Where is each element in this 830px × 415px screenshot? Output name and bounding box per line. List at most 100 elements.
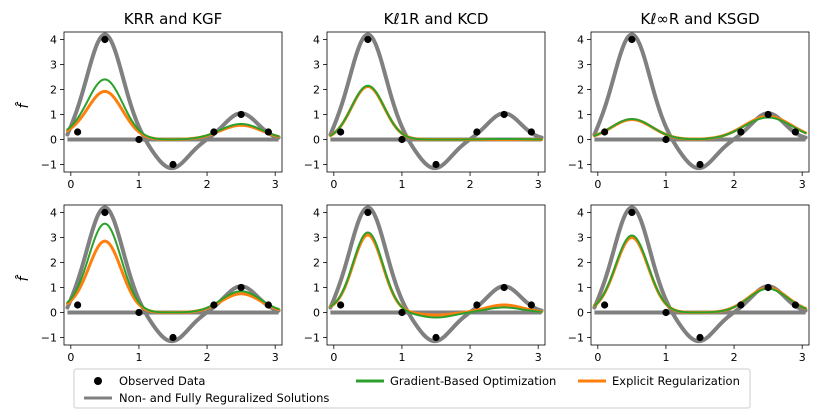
gradient-optimization-curve: [329, 84, 543, 141]
non-regularized-curve: [65, 32, 281, 171]
y-tick-label: 4: [50, 207, 57, 220]
panel-6: 0 1 2 3 −1 0 1 2 3 4: [568, 204, 810, 364]
title-panel-2: Kℓ1R and KCD: [384, 10, 489, 28]
y-tick-label: 0: [313, 134, 320, 147]
x-tick-label: 1: [398, 178, 405, 191]
observed-point: [210, 301, 218, 309]
observed-point: [74, 128, 82, 136]
legend-observed-marker: [94, 377, 102, 385]
panel-4: 0 1 2 3 −1 0 1 2 3 4: [41, 204, 283, 364]
y-tick-label: 0: [577, 307, 584, 320]
gradient-optimization-curve: [593, 234, 807, 314]
axes-frame: [590, 204, 810, 346]
x-tick-label: 2: [204, 178, 211, 191]
y-tick-label: 1: [577, 109, 584, 122]
observed-point: [764, 110, 772, 119]
x-tick-label: 3: [799, 351, 806, 364]
legend-explicit-label: Explicit Regularization: [612, 374, 740, 388]
observed-point: [696, 160, 704, 169]
gradient-optimization-curve: [329, 231, 543, 319]
x-tick-label: 1: [662, 178, 669, 191]
observed-point: [662, 135, 670, 144]
axes-frame: [326, 31, 546, 173]
y-tick-label: −1: [304, 332, 320, 345]
y-tick-label: 3: [313, 232, 320, 245]
observed-point: [628, 208, 636, 217]
legend-observed-label: Observed Data: [119, 374, 205, 388]
observed-point: [135, 135, 143, 144]
x-tick-label: 1: [662, 351, 669, 364]
legend-frame: [73, 368, 751, 409]
x-tick-label: 2: [467, 178, 474, 191]
y-tick-label: 1: [50, 282, 57, 295]
panel-2: 0 1 2 3 −1 0 1 2 3 4: [304, 31, 546, 191]
x-tick-label: 1: [135, 178, 142, 191]
y-tick-label: −1: [568, 159, 584, 172]
y-tick-label: 1: [50, 109, 57, 122]
y-tick-label: −1: [568, 332, 584, 345]
observed-point: [527, 301, 535, 309]
axes-frame: [63, 204, 283, 346]
y-tick-label: 4: [577, 34, 584, 47]
y-tick-label: 4: [313, 34, 320, 47]
observed-point: [500, 283, 508, 292]
x-tick-label: 1: [135, 351, 142, 364]
x-tick-label: 3: [799, 178, 806, 191]
observed-point: [628, 35, 636, 44]
x-tick-label: 0: [67, 178, 74, 191]
y-axis-label-row-1: f̂: [15, 101, 32, 108]
x-tick-label: 1: [398, 351, 405, 364]
y-tick-label: 1: [313, 109, 320, 122]
legend: Observed Data Non- and Fully Reguralized…: [73, 368, 751, 409]
y-tick-label: 2: [577, 84, 584, 97]
observed-point: [264, 128, 272, 136]
panel-1: 0 1 2 3 −1 0 1 2 3 4: [41, 31, 283, 191]
y-tick-label: −1: [41, 332, 57, 345]
observed-point: [398, 135, 406, 144]
axes-frame: [326, 204, 546, 346]
observed-point: [337, 128, 345, 136]
observed-point: [337, 301, 345, 309]
observed-point: [264, 301, 272, 309]
y-tick-label: 3: [577, 59, 584, 72]
x-tick-label: 0: [67, 351, 74, 364]
explicit-regularization-curve: [592, 235, 808, 314]
gradient-optimization-curve: [66, 78, 280, 141]
panel-3: 0 1 2 3 −1 0 1 2 3 4: [568, 31, 810, 191]
observed-point: [527, 128, 535, 136]
non-regularized-curve: [592, 205, 808, 344]
explicit-regularization-curve: [65, 239, 281, 314]
observed-point: [696, 333, 704, 342]
y-tick-label: 0: [50, 134, 57, 147]
y-tick-label: 3: [50, 59, 57, 72]
observed-point: [237, 283, 245, 292]
y-tick-label: 0: [313, 307, 320, 320]
x-tick-label: 2: [204, 351, 211, 364]
x-tick-label: 3: [535, 178, 542, 191]
axes-frame: [590, 31, 810, 173]
observed-point: [473, 128, 481, 136]
x-tick-label: 2: [731, 351, 738, 364]
observed-point: [791, 301, 799, 309]
y-tick-label: 1: [313, 282, 320, 295]
observed-point: [169, 333, 177, 342]
non-regularized-curve: [592, 32, 808, 171]
y-tick-label: 2: [50, 84, 57, 97]
y-tick-label: −1: [41, 159, 57, 172]
axes-frame: [63, 31, 283, 173]
observed-point: [364, 208, 372, 217]
observed-point: [101, 35, 109, 44]
y-tick-label: 1: [577, 282, 584, 295]
observed-point: [135, 308, 143, 317]
panel-5: 0 1 2 3 −1 0 1 2 3 4: [304, 204, 546, 364]
x-tick-label: 0: [594, 351, 601, 364]
observed-point: [764, 283, 772, 292]
observed-point: [432, 160, 440, 169]
observed-point: [662, 308, 670, 317]
title-panel-1: KRR and KGF: [124, 10, 223, 28]
observed-point: [237, 110, 245, 119]
observed-point: [432, 333, 440, 342]
y-tick-label: 0: [50, 307, 57, 320]
